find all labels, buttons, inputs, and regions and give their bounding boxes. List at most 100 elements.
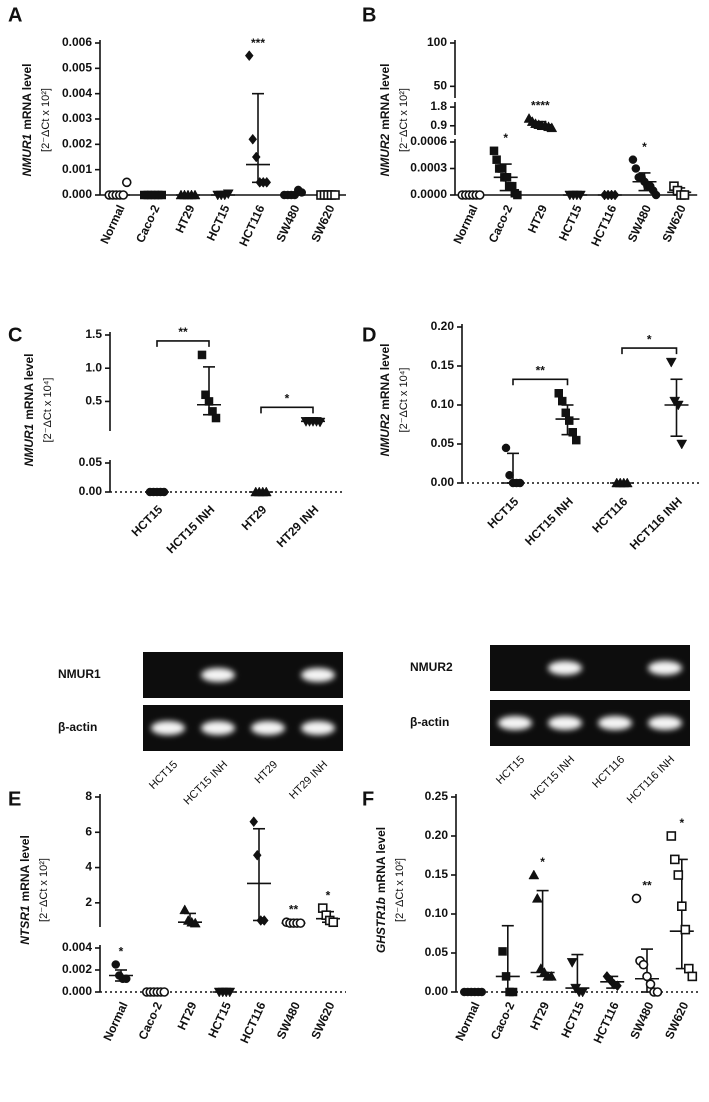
data-point — [546, 122, 558, 133]
panel: C NMUR1 mRNA level [2⁻ΔCt x 10⁴] 0.00 0.05 0.5… — [8, 324, 345, 556]
y-tick-label: 0.002 — [62, 137, 92, 151]
gel-band — [598, 716, 632, 730]
y-tick-label: 0.0003 — [410, 161, 447, 175]
y-tick-label: 0.004 — [62, 940, 92, 954]
data-point — [474, 190, 485, 200]
significance: **** — [531, 99, 550, 113]
x-tick-label: HCT116 — [237, 999, 268, 1045]
gel-row-label: β-actin — [410, 715, 449, 729]
data-point — [565, 416, 574, 425]
y-tick-label: 0.20 — [425, 828, 449, 842]
data-point — [528, 869, 540, 880]
data-point — [628, 155, 638, 164]
data-point — [492, 155, 501, 164]
gel-band — [648, 716, 682, 730]
y-tick-label: 0.004 — [62, 86, 92, 100]
panel-letter: B — [362, 4, 376, 26]
data-point — [642, 971, 652, 982]
y-tick-label: 0.005 — [62, 61, 92, 75]
x-tick-label: HCT15 — [558, 999, 587, 1040]
y-tick-label: 6 — [85, 824, 92, 838]
x-tick-label: SW480 — [273, 202, 302, 244]
y-tick-label: 0.10 — [431, 397, 455, 411]
y-axis-unit: [2⁻ΔCt x 10²] — [398, 88, 410, 152]
y-tick-label: 0.05 — [425, 945, 449, 959]
y-axis-gene: NMUR1 — [20, 133, 34, 176]
data-point — [508, 987, 518, 997]
data-point — [248, 133, 258, 145]
y-axis-unit: [2⁻ΔCt x 10⁴] — [398, 368, 410, 433]
data-point — [297, 188, 306, 197]
gel: NMUR1 β-actin HCT15 HCT15 INH HT29 HT29 INH — [58, 652, 343, 807]
significance: ** — [642, 879, 652, 893]
gel-band — [548, 661, 582, 675]
x-tick-label: HCT116 — [590, 999, 621, 1045]
x-tick-label: HCT15 — [205, 999, 234, 1040]
data-point — [260, 486, 272, 497]
data-point — [122, 974, 131, 984]
data-point — [159, 987, 170, 997]
gel-band — [151, 721, 185, 735]
data-point — [574, 190, 586, 201]
gel-band — [301, 721, 335, 735]
y-axis-label: mRNA level — [22, 354, 36, 420]
data-point — [652, 987, 663, 997]
data-point — [638, 959, 649, 970]
x-tick-label: HCT116 — [588, 202, 619, 248]
x-tick-label: HT29 — [175, 999, 200, 1032]
data-point — [211, 413, 221, 423]
y-tick-label: 0.00 — [431, 475, 455, 489]
y-axis-gene: GHSTR1b — [374, 897, 388, 953]
y-axis-label: mRNA level — [20, 64, 34, 130]
data-point — [224, 987, 236, 998]
data-point — [204, 397, 214, 406]
y-axis-label: mRNA level — [378, 64, 392, 130]
data-point — [558, 396, 567, 406]
gel-band — [301, 668, 335, 682]
data-point — [513, 190, 522, 200]
data-point — [683, 963, 694, 974]
y-axis-title: NTSR1 mRNA level — [18, 835, 32, 945]
data-point — [651, 190, 661, 200]
y-axis-unit: [2⁻ΔCt x 10²] — [40, 88, 52, 152]
data-point — [680, 924, 691, 935]
panel-letter: D — [362, 324, 376, 346]
y-tick-label: 0.05 — [431, 436, 455, 450]
data-point — [672, 400, 684, 411]
data-point — [515, 478, 525, 488]
y-tick-label: 100 — [427, 35, 447, 49]
gel-row-label: β-actin — [58, 720, 97, 734]
x-tick-label: HCT15 INH — [522, 494, 576, 548]
comparison-bracket — [512, 378, 569, 386]
data-point — [330, 190, 340, 200]
y-tick-label: 1.5 — [85, 327, 102, 341]
panel: A NMUR1 mRNA level [2⁻ΔCt x 10²] 0.000 0.001 0… — [8, 4, 346, 249]
x-tick-label: HT29 — [173, 202, 198, 235]
data-point — [621, 477, 633, 488]
data-point — [502, 173, 512, 182]
significance: ** — [289, 902, 299, 916]
y-tick-label: 0.0006 — [410, 134, 447, 148]
data-point — [252, 849, 262, 861]
data-point — [497, 164, 507, 173]
data-point — [477, 987, 486, 997]
data-point — [665, 357, 677, 368]
panel-letter: E — [8, 788, 21, 810]
data-point — [666, 831, 677, 841]
data-point — [498, 947, 507, 956]
x-tick-label: HCT15 — [129, 502, 166, 539]
gel-lane-label: HT29 — [253, 759, 281, 787]
comparison-label: ** — [178, 325, 188, 339]
y-tick-label: 0.9 — [430, 118, 447, 132]
comparison-bracket — [621, 347, 678, 355]
x-tick-label: Caco-2 — [135, 999, 165, 1041]
data-point — [561, 408, 570, 418]
data-point — [189, 189, 201, 200]
y-tick-label: 0.15 — [425, 867, 449, 881]
data-point — [197, 350, 207, 360]
y-axis-gene: NMUR2 — [378, 133, 392, 176]
x-tick-label: HT29 — [527, 999, 552, 1032]
significance: * — [326, 888, 331, 902]
x-tick-label: HCT15 INH — [164, 502, 218, 556]
